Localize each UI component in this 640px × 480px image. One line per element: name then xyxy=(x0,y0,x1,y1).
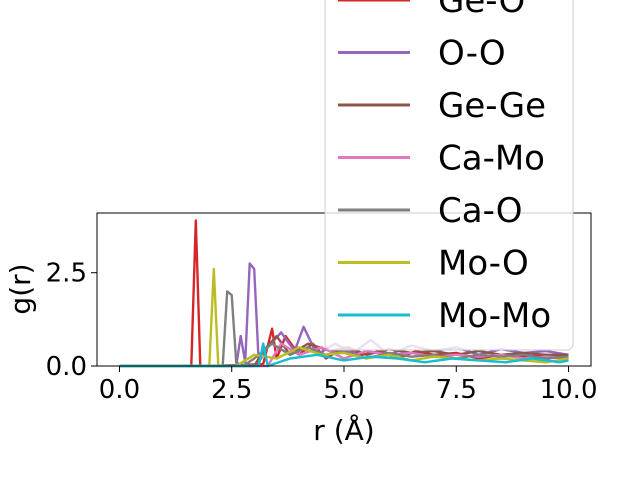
legend-label: Ca-Mo xyxy=(438,139,545,179)
x-tick-label: 5.0 xyxy=(323,375,364,405)
legend-label: Ge-Ge xyxy=(438,86,546,126)
legend-label: Mo-Mo xyxy=(438,296,551,336)
y-axis: 0.0 2.5 xyxy=(46,259,97,382)
x-tick-label: 2.5 xyxy=(211,375,252,405)
x-axis-label: r (Å) xyxy=(313,413,374,447)
legend-label: Mo-O xyxy=(438,244,529,284)
series-line-6 xyxy=(119,342,569,368)
legend-label: Ge-O xyxy=(438,0,525,21)
y-axis-label: g(r) xyxy=(4,263,37,314)
legend-label: O-O xyxy=(438,34,506,74)
y-tick-label: 0.0 xyxy=(46,352,87,382)
x-axis: 0.0 2.5 5.0 7.5 10.0 xyxy=(99,366,598,405)
y-tick-label: 2.5 xyxy=(46,259,87,289)
x-tick-label: 7.5 xyxy=(436,375,477,405)
legend: Ge-O O-O Ge-Ge Ca-Mo Ca-O Mo-O Mo-Mo xyxy=(324,0,574,351)
x-tick-label: 10.0 xyxy=(540,375,598,405)
legend-label: Ca-O xyxy=(438,191,523,231)
legend-entries: Ge-O O-O Ge-Ge Ca-Mo Ca-O Mo-O Mo-Mo xyxy=(338,0,551,336)
x-tick-label: 0.0 xyxy=(99,375,140,405)
